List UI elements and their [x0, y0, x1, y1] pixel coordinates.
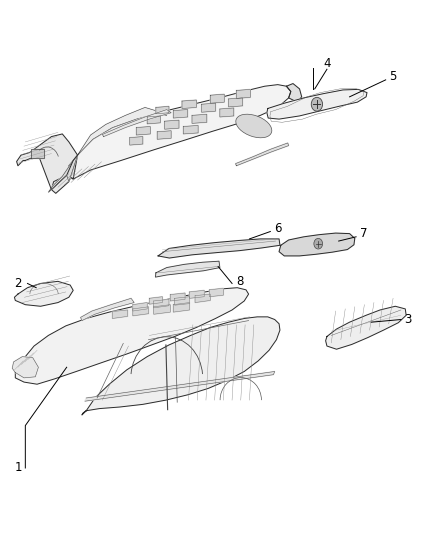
Polygon shape: [133, 303, 147, 311]
Polygon shape: [279, 233, 355, 256]
Polygon shape: [201, 103, 215, 112]
Polygon shape: [192, 114, 207, 123]
Polygon shape: [31, 149, 44, 158]
Polygon shape: [78, 108, 167, 155]
Polygon shape: [48, 155, 78, 192]
Polygon shape: [15, 288, 249, 384]
Circle shape: [311, 98, 322, 111]
Polygon shape: [182, 100, 196, 109]
Polygon shape: [175, 297, 189, 305]
Polygon shape: [173, 110, 187, 118]
Polygon shape: [155, 261, 220, 277]
Polygon shape: [14, 281, 73, 306]
Polygon shape: [157, 131, 171, 139]
Circle shape: [314, 238, 322, 249]
Ellipse shape: [236, 114, 272, 138]
Text: 7: 7: [360, 227, 367, 240]
Text: 5: 5: [389, 70, 397, 83]
Polygon shape: [267, 90, 367, 119]
Polygon shape: [170, 293, 185, 301]
Polygon shape: [189, 290, 204, 298]
Text: 2: 2: [14, 277, 21, 290]
Polygon shape: [195, 294, 210, 303]
Text: 6: 6: [274, 222, 282, 235]
Polygon shape: [17, 134, 78, 190]
Polygon shape: [237, 90, 251, 99]
Polygon shape: [130, 136, 143, 145]
Polygon shape: [220, 108, 234, 117]
Polygon shape: [81, 298, 134, 320]
Polygon shape: [82, 317, 280, 415]
Polygon shape: [154, 300, 169, 308]
Text: 1: 1: [14, 462, 21, 474]
Polygon shape: [158, 239, 280, 258]
Polygon shape: [136, 126, 150, 135]
Polygon shape: [154, 305, 170, 314]
Text: 8: 8: [236, 275, 244, 288]
Text: 3: 3: [405, 313, 412, 326]
Polygon shape: [85, 372, 275, 401]
Polygon shape: [236, 143, 289, 166]
Polygon shape: [325, 306, 406, 349]
Polygon shape: [67, 85, 291, 179]
Polygon shape: [113, 310, 127, 318]
Polygon shape: [149, 297, 162, 304]
Polygon shape: [210, 94, 224, 103]
Text: 4: 4: [323, 58, 331, 70]
Polygon shape: [173, 303, 189, 312]
Polygon shape: [133, 307, 148, 316]
Polygon shape: [286, 84, 302, 102]
Polygon shape: [147, 116, 160, 124]
Polygon shape: [156, 107, 169, 114]
Polygon shape: [165, 120, 179, 129]
Polygon shape: [209, 288, 223, 297]
Polygon shape: [51, 155, 78, 193]
Polygon shape: [12, 357, 39, 378]
Polygon shape: [229, 98, 243, 107]
Polygon shape: [102, 110, 171, 136]
Polygon shape: [184, 125, 198, 134]
